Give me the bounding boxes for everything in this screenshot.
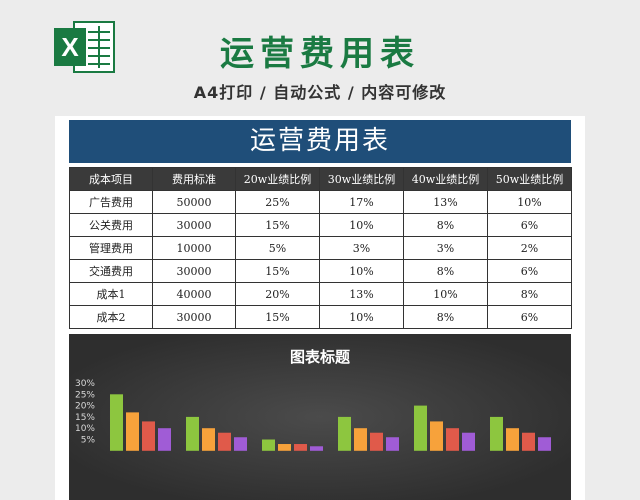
table-cell[interactable]: 15% xyxy=(235,259,320,283)
page-subtitle: A4打印 / 自动公式 / 内容可修改 xyxy=(193,83,447,102)
table-cell[interactable]: 50000 xyxy=(152,190,236,214)
table-row: 成本2 30000 15% 10% 8% 6% xyxy=(69,305,572,329)
header-cell[interactable]: 费用标准 xyxy=(152,167,236,191)
table-cell[interactable]: 6% xyxy=(487,213,572,237)
excel-icon: X xyxy=(54,21,115,73)
table-cell[interactable]: 30000 xyxy=(152,259,236,283)
table-cell[interactable]: 3% xyxy=(403,236,488,260)
header-cell[interactable]: 50w业绩比例 xyxy=(487,167,572,191)
table-cell[interactable]: 6% xyxy=(487,305,572,329)
table-cell[interactable]: 25% xyxy=(235,190,320,214)
bar[interactable] xyxy=(158,428,171,451)
table-cell[interactable]: 交通费用 xyxy=(69,259,153,283)
table-cell[interactable]: 广告费用 xyxy=(69,190,153,214)
header-cell[interactable]: 20w业绩比例 xyxy=(235,167,320,191)
table-cell[interactable]: 15% xyxy=(235,213,320,237)
table-row: 公关费用 30000 15% 10% 8% 6% xyxy=(69,213,572,237)
table-row: 交通费用 30000 15% 10% 8% 6% xyxy=(69,259,572,283)
table-cell[interactable]: 6% xyxy=(487,259,572,283)
table-cell[interactable]: 30000 xyxy=(152,213,236,237)
header-cell[interactable]: 成本项目 xyxy=(69,167,153,191)
table-row: 管理费用 10000 5% 3% 3% 2% xyxy=(69,236,572,260)
table-cell[interactable]: 8% xyxy=(403,259,488,283)
table-cell[interactable]: 2% xyxy=(487,236,572,260)
table-cell[interactable]: 成本1 xyxy=(69,282,153,306)
bar[interactable] xyxy=(430,421,443,451)
table-cell[interactable]: 公关费用 xyxy=(69,213,153,237)
table-cell[interactable]: 8% xyxy=(403,305,488,329)
bar[interactable] xyxy=(370,432,383,451)
table-cell[interactable]: 17% xyxy=(319,190,404,214)
table-cell[interactable]: 30000 xyxy=(152,305,236,329)
table-cell[interactable]: 10% xyxy=(319,213,404,237)
table-cell[interactable]: 5% xyxy=(235,236,320,260)
header-cell[interactable]: 30w业绩比例 xyxy=(319,167,404,191)
bar[interactable] xyxy=(414,405,427,451)
excel-icon-letter: X xyxy=(61,32,79,62)
table-cell[interactable]: 10000 xyxy=(152,236,236,260)
expense-chart[interactable]: 图表标题 30% 25% 20% 15% 10% 5% xyxy=(69,334,571,500)
table-header-row: 成本项目 费用标准 20w业绩比例 30w业绩比例 40w业绩比例 50w业绩比… xyxy=(69,167,572,191)
page-title: 运营费用表 xyxy=(220,34,420,74)
bar[interactable] xyxy=(278,444,291,451)
bar[interactable] xyxy=(142,421,155,451)
bar[interactable] xyxy=(234,437,247,451)
table-cell[interactable]: 8% xyxy=(403,213,488,237)
table-row: 广告费用 50000 25% 17% 13% 10% xyxy=(69,190,572,214)
header-cell[interactable]: 40w业绩比例 xyxy=(403,167,488,191)
bar[interactable] xyxy=(462,432,475,451)
bar[interactable] xyxy=(186,416,199,451)
table-cell[interactable]: 13% xyxy=(319,282,404,306)
table-cell[interactable]: 3% xyxy=(319,236,404,260)
table-cell[interactable]: 10% xyxy=(403,282,488,306)
chart-plot: 30%25% 20%15%10% 5% xyxy=(75,379,551,451)
y-tick-label: 10% xyxy=(75,424,95,434)
sheet-banner: 运营费用表 xyxy=(69,120,571,163)
table-cell[interactable]: 10% xyxy=(319,259,404,283)
y-tick-label: 15% xyxy=(75,413,95,423)
table-cell[interactable]: 13% xyxy=(403,190,488,214)
table-cell[interactable]: 10% xyxy=(319,305,404,329)
bar[interactable] xyxy=(338,416,351,451)
expense-table: 成本项目 费用标准 20w业绩比例 30w业绩比例 40w业绩比例 50w业绩比… xyxy=(69,167,572,329)
table-cell[interactable]: 40000 xyxy=(152,282,236,306)
table-cell[interactable]: 10% xyxy=(487,190,572,214)
bar[interactable] xyxy=(538,437,551,451)
table-cell[interactable]: 成本2 xyxy=(69,305,153,329)
bar[interactable] xyxy=(126,412,139,451)
table-cell[interactable]: 8% xyxy=(487,282,572,306)
bar[interactable] xyxy=(354,428,367,451)
bar[interactable] xyxy=(522,432,535,451)
table-cell[interactable]: 管理费用 xyxy=(69,236,153,260)
bar[interactable] xyxy=(218,432,231,451)
bar[interactable] xyxy=(310,446,323,451)
bar[interactable] xyxy=(262,439,275,451)
y-tick-label: 25% xyxy=(75,390,95,400)
bar[interactable] xyxy=(446,428,459,451)
chart-title: 图表标题 xyxy=(289,348,350,366)
y-tick-label: 20% xyxy=(75,402,95,412)
bar[interactable] xyxy=(294,444,307,451)
bar[interactable] xyxy=(490,416,503,451)
table-cell[interactable]: 20% xyxy=(235,282,320,306)
y-tick-label: 30% xyxy=(75,379,95,389)
bar[interactable] xyxy=(386,437,399,451)
bar[interactable] xyxy=(110,394,123,451)
bar[interactable] xyxy=(506,428,519,451)
page-header: X 运营费用表 A4打印 / 自动公式 / 内容可修改 xyxy=(0,0,640,116)
table-row: 成本1 40000 20% 13% 10% 8% xyxy=(69,282,572,306)
bar[interactable] xyxy=(202,428,215,451)
table-cell[interactable]: 15% xyxy=(235,305,320,329)
y-tick-label: 5% xyxy=(81,436,96,446)
